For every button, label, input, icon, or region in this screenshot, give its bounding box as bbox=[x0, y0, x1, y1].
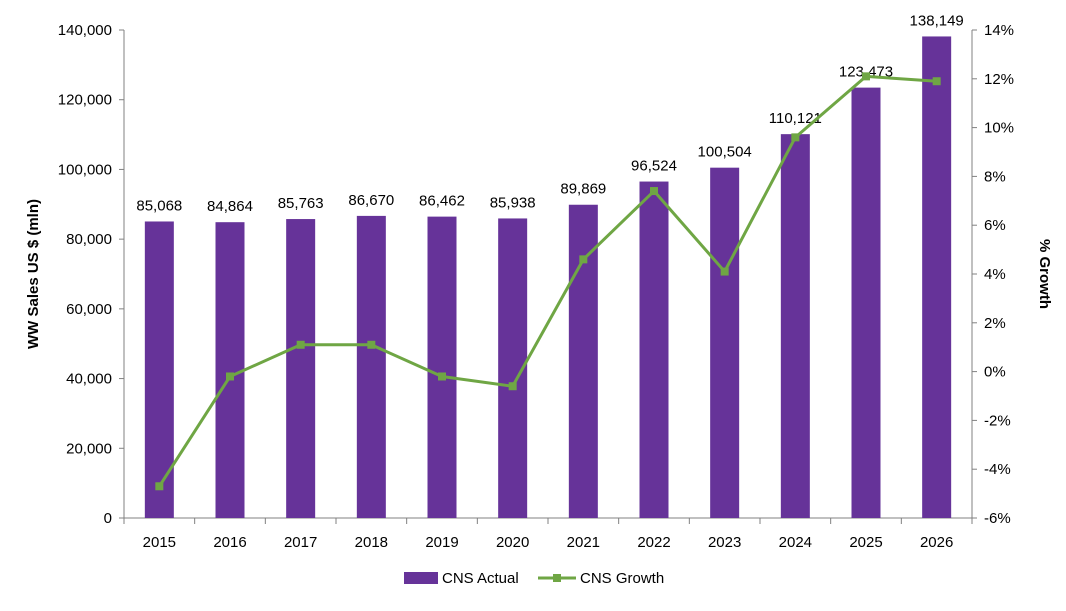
growth-point bbox=[791, 133, 800, 142]
x-tick-label: 2021 bbox=[567, 534, 600, 551]
bar-data-label: 84,864 bbox=[207, 198, 253, 215]
x-tick-label: 2023 bbox=[708, 534, 741, 551]
bar bbox=[568, 204, 598, 518]
bar-data-label: 110,121 bbox=[769, 110, 822, 127]
bar bbox=[144, 221, 174, 518]
x-tick-label: 2022 bbox=[637, 534, 670, 551]
y-left-tick-label: 100,000 bbox=[58, 161, 112, 178]
y-right-tick-label: -2% bbox=[984, 412, 1011, 429]
legend-bar-label: CNS Actual bbox=[442, 570, 519, 587]
bar bbox=[356, 215, 386, 519]
growth-point bbox=[932, 77, 941, 86]
y-left-tick-label: 0 bbox=[104, 510, 112, 527]
growth-point bbox=[367, 340, 376, 349]
bar bbox=[286, 219, 316, 518]
x-tick-label: 2026 bbox=[920, 534, 953, 551]
y-right-tick-label: 0% bbox=[984, 364, 1006, 381]
x-tick-label: 2024 bbox=[779, 534, 812, 551]
bar-data-label: 85,763 bbox=[278, 195, 324, 212]
y-left-tick-label: 20,000 bbox=[66, 440, 112, 457]
axes bbox=[123, 30, 973, 519]
x-tick-label: 2025 bbox=[849, 534, 882, 551]
y-left-tick-label: 40,000 bbox=[66, 371, 112, 388]
y-left-tick-label: 80,000 bbox=[66, 231, 112, 248]
bar bbox=[922, 36, 952, 518]
y-right-tick-label: 6% bbox=[984, 217, 1006, 234]
x-tick-label: 2016 bbox=[213, 534, 246, 551]
legend: CNS Actual CNS Growth bbox=[404, 570, 664, 587]
bar-data-label: 85,068 bbox=[136, 197, 182, 214]
legend-line-label: CNS Growth bbox=[580, 570, 664, 587]
x-tick-label: 2018 bbox=[355, 534, 388, 551]
growth-point bbox=[226, 372, 234, 381]
y-axis-left-ticks: 0 20,000 40,000 60,000 80,000 100,000 120,000 1… bbox=[58, 22, 124, 527]
growth-point bbox=[296, 340, 305, 349]
x-tick-label: 2019 bbox=[425, 534, 458, 551]
bar-data-label: 86,670 bbox=[348, 192, 394, 209]
legend-line-marker bbox=[553, 574, 561, 582]
bar bbox=[427, 216, 457, 518]
y-left-tick-label: 120,000 bbox=[58, 92, 112, 109]
bar-data-label: 138,149 bbox=[910, 12, 964, 29]
y-right-tick-label: 2% bbox=[984, 315, 1006, 332]
x-tick-label: 2017 bbox=[284, 534, 317, 551]
y-right-tick-label: -6% bbox=[984, 510, 1011, 527]
x-tick-label: 2020 bbox=[496, 534, 529, 551]
growth-line bbox=[158, 74, 937, 488]
growth-point bbox=[155, 482, 164, 491]
bar-data-label: 86,462 bbox=[419, 193, 465, 210]
line-series bbox=[155, 72, 941, 491]
y-right-tick-label: 12% bbox=[984, 71, 1014, 88]
growth-point bbox=[579, 255, 588, 264]
legend-bar-swatch bbox=[404, 572, 438, 584]
y-right-tick-label: 8% bbox=[984, 168, 1006, 185]
growth-point bbox=[862, 72, 870, 81]
y-right-tick-label: 10% bbox=[984, 120, 1014, 137]
bar-data-labels: 85,068 84,864 85,763 86,670 86,462 85,938 89,8… bbox=[136, 12, 963, 215]
bar-data-label: 100,504 bbox=[698, 144, 752, 161]
y-axis-left-title: WW Sales US $ (mln) bbox=[25, 199, 42, 349]
y-axis-right-ticks: -6% -4% -2% 0% 2% 4% 6% 8% 10% 12% 14% bbox=[972, 22, 1014, 527]
bar bbox=[851, 87, 881, 518]
y-right-tick-label: 14% bbox=[984, 22, 1014, 39]
y-left-tick-label: 60,000 bbox=[66, 301, 112, 318]
bar bbox=[215, 222, 245, 518]
bar-data-label: 89,869 bbox=[560, 181, 606, 198]
growth-point bbox=[650, 187, 658, 196]
growth-point bbox=[508, 382, 517, 391]
y-right-tick-label: 4% bbox=[984, 266, 1006, 283]
bar bbox=[780, 134, 810, 518]
y-left-tick-label: 140,000 bbox=[58, 22, 112, 39]
bar-data-label: 85,938 bbox=[490, 194, 536, 211]
bar bbox=[710, 167, 740, 519]
bar-data-label: 96,524 bbox=[631, 158, 677, 175]
y-axis-right-title: % Growth bbox=[1036, 239, 1053, 309]
growth-point bbox=[720, 267, 729, 276]
bar bbox=[639, 181, 669, 518]
y-right-tick-label: -4% bbox=[984, 461, 1011, 478]
growth-point bbox=[438, 372, 446, 381]
x-tick-label: 2015 bbox=[143, 534, 176, 551]
x-axis-ticks: 2015 2016 2017 2018 2019 2020 2021 2022 2023 2024… bbox=[123, 518, 973, 551]
